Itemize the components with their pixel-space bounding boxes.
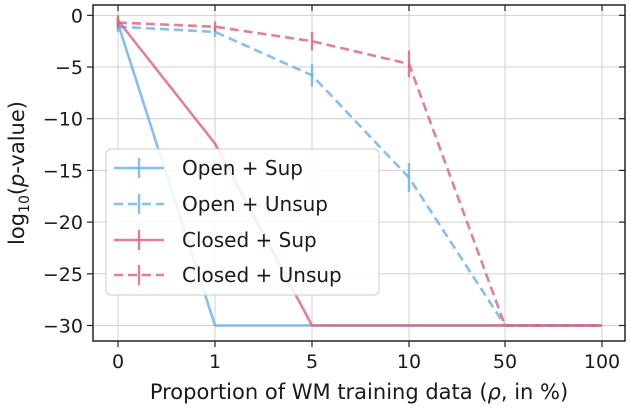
series-closed-unsup [116,17,602,327]
legend-label: Closed + Unsup [182,263,342,287]
x-tick-label: 10 [397,351,421,373]
legend: Open + Sup Open + Unsup Closed + Sup Closed… [105,148,380,296]
y-tick-label: −15 [43,160,83,182]
legend-label: Open + Sup [182,156,303,180]
plot-frame [92,4,626,342]
x-tick-label: 50 [493,351,517,373]
x-tick-label: 100 [584,351,620,373]
x-axis-label: Proportion of WM training data (ρ, in %) [150,380,568,404]
x-tick-label: 1 [209,351,221,373]
legend-label: Closed + Sup [182,228,317,252]
y-axis-label: log10(p-value) [5,101,33,245]
y-tick-label: −30 [43,315,83,337]
y-tick-label: −10 [43,109,83,131]
ticks: 0 1 5 10 50 100 0 −5 −10 −15 −20 −25 −30 [43,5,625,373]
x-tick-label: 5 [306,351,318,373]
series-line-closed-unsup [117,21,602,327]
y-tick-label: −25 [43,264,83,286]
legend-box [105,148,380,296]
legend-label: Open + Unsup [182,192,328,216]
y-tick-label: 0 [71,5,83,27]
y-tick-label: −20 [43,212,83,234]
y-tick-label: −5 [55,57,83,79]
x-tick-label: 0 [112,351,124,373]
